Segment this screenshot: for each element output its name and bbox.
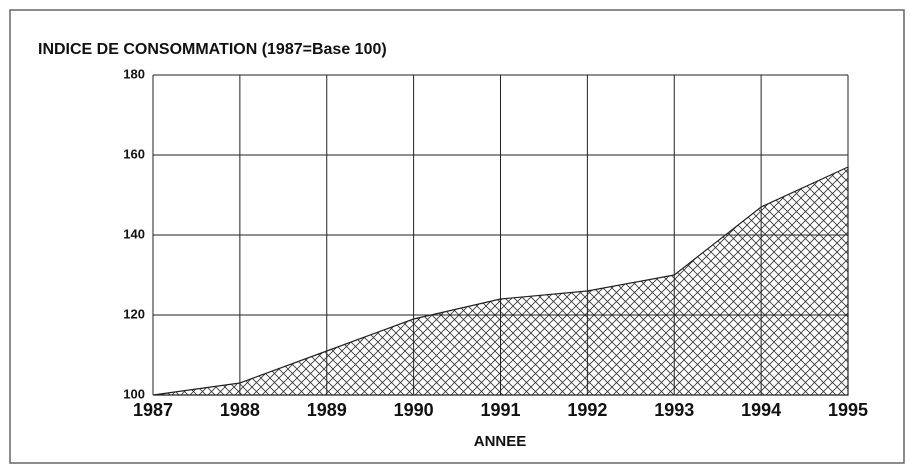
chart-title: INDICE DE CONSOMMATION (1987=Base 100) — [38, 41, 387, 58]
x-tick-label: 1994 — [741, 400, 781, 420]
x-tick-label: 1993 — [654, 400, 694, 420]
x-tick-label: 1988 — [220, 400, 260, 420]
y-tick-label: 160 — [123, 146, 145, 161]
y-tick-label: 100 — [123, 386, 145, 401]
x-tick-label: 1992 — [567, 400, 607, 420]
x-tick-label: 1989 — [307, 400, 347, 420]
y-tick-label: 180 — [123, 66, 145, 81]
x-axis-label: ANNEE — [474, 433, 527, 450]
frame — [9, 9, 905, 464]
x-tick-label: 1991 — [480, 400, 520, 420]
x-tick-label: 1990 — [394, 400, 434, 420]
y-tick-label: 120 — [123, 306, 145, 321]
x-tick-label: 1995 — [828, 400, 868, 420]
y-tick-label: 140 — [123, 226, 145, 241]
x-tick-label: 1987 — [133, 400, 173, 420]
